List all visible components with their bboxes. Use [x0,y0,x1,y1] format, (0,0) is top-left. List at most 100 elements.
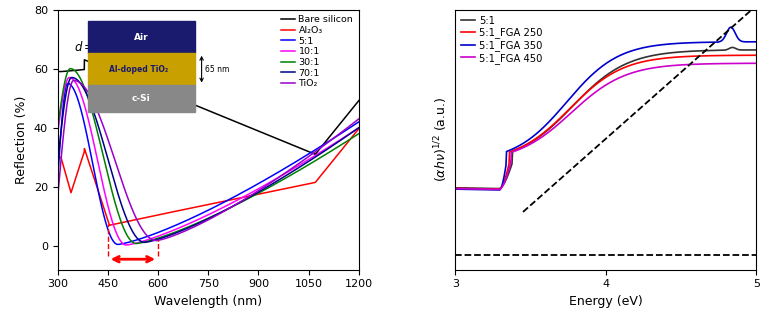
30:1 [200,218,209,222]
Y-axis label: Reflection (%): Reflection (%) [15,95,28,184]
Bare silicon [68,69,78,72]
Al₂O₃ [346,137,355,141]
70:1 [354,126,363,130]
Bare silicon [311,152,320,156]
Legend: Bare silicon, Al₂O₃, 5:1, 10:1, 30:1, 70:1, TiO₂: Bare silicon, Al₂O₃, 5:1, 10:1, 30:1, 70… [280,14,354,89]
5:1_FGA 350 [495,188,505,192]
5:1_FGA 250 [495,187,505,191]
30:1 [68,68,78,71]
Al₂O₃ [68,185,78,189]
Line: 5:1_FGA 350: 5:1_FGA 350 [455,27,756,190]
5:1 [354,120,363,124]
10:1 [121,243,131,247]
30:1 [346,137,355,141]
Line: TiO₂: TiO₂ [58,80,359,241]
5:1 [53,179,62,183]
5:1 [192,214,201,218]
5:1 [631,58,640,62]
Line: 70:1: 70:1 [58,78,359,242]
10:1 [346,131,355,135]
5:1_FGA 250 [596,79,605,83]
5:1_FGA 250 [745,53,754,57]
5:1 [346,125,355,129]
10:1 [200,215,209,219]
Text: $d = \dfrac{\lambda}{4n_1}$: $d = \dfrac{\lambda}{4n_1}$ [74,35,118,63]
5:1 [728,46,737,49]
Line: 10:1: 10:1 [58,78,359,245]
X-axis label: Wavelength (nm): Wavelength (nm) [154,295,263,308]
10:1 [68,78,78,81]
5:1_FGA 350 [596,65,605,69]
10:1 [346,131,355,135]
5:1 [451,186,460,190]
5:1_FGA 450 [596,86,605,90]
70:1 [290,168,300,172]
Bare silicon [192,104,201,108]
5:1 [290,160,300,164]
5:1 [113,242,122,246]
5:1_FGA 350 [746,40,755,44]
10:1 [53,132,62,136]
Al₂O₃ [200,204,209,207]
30:1 [192,222,201,226]
30:1 [131,241,141,245]
Bare silicon [346,109,355,113]
30:1 [346,137,355,141]
TiO₂ [290,164,300,168]
70:1 [200,219,209,222]
5:1_FGA 350 [631,48,640,52]
Al₂O₃ [53,155,62,159]
Line: 5:1_FGA 450: 5:1_FGA 450 [455,63,756,189]
Line: Al₂O₃: Al₂O₃ [58,129,359,225]
30:1 [290,171,300,174]
5:1_FGA 450 [451,187,460,190]
Al₂O₃ [354,127,363,130]
10:1 [65,76,74,79]
5:1_FGA 250 [698,54,707,58]
TiO₂ [200,220,209,224]
TiO₂ [69,78,78,82]
5:1 [596,78,605,81]
5:1_FGA 350 [451,187,460,191]
10:1 [290,166,300,170]
5:1 [698,49,707,53]
30:1 [66,67,75,70]
5:1 [594,79,604,83]
Al₂O₃ [346,137,355,141]
5:1 [68,86,78,90]
5:1_FGA 350 [727,25,736,29]
Bare silicon [354,99,363,102]
70:1 [67,76,76,79]
TiO₂ [53,197,62,201]
70:1 [192,222,201,226]
5:1_FGA 250 [614,68,624,72]
Legend: 5:1, 5:1_FGA 250, 5:1_FGA 350, 5:1_FGA 450: 5:1, 5:1_FGA 250, 5:1_FGA 350, 5:1_FGA 4… [460,15,544,65]
5:1_FGA 450 [495,188,505,191]
70:1 [140,241,149,244]
Bare silicon [346,109,355,113]
5:1_FGA 250 [752,53,761,57]
30:1 [53,126,62,130]
5:1_FGA 450 [752,61,761,65]
TiO₂ [68,79,78,83]
5:1_FGA 350 [752,40,761,44]
70:1 [346,132,355,136]
5:1_FGA 450 [631,70,640,74]
5:1 [746,48,755,52]
10:1 [192,219,201,222]
5:1_FGA 350 [614,54,624,58]
Line: 5:1: 5:1 [58,84,359,244]
5:1_FGA 250 [631,62,640,66]
5:1_FGA 450 [698,62,707,66]
30:1 [354,132,363,136]
70:1 [346,132,355,136]
5:1_FGA 450 [745,61,754,65]
5:1 [495,187,505,190]
Al₂O₃ [105,223,114,227]
Line: Bare silicon: Bare silicon [58,60,359,154]
Al₂O₃ [290,185,300,189]
5:1 [752,48,761,52]
5:1 [63,82,72,85]
Line: 5:1: 5:1 [455,48,756,189]
TiO₂ [346,123,355,127]
